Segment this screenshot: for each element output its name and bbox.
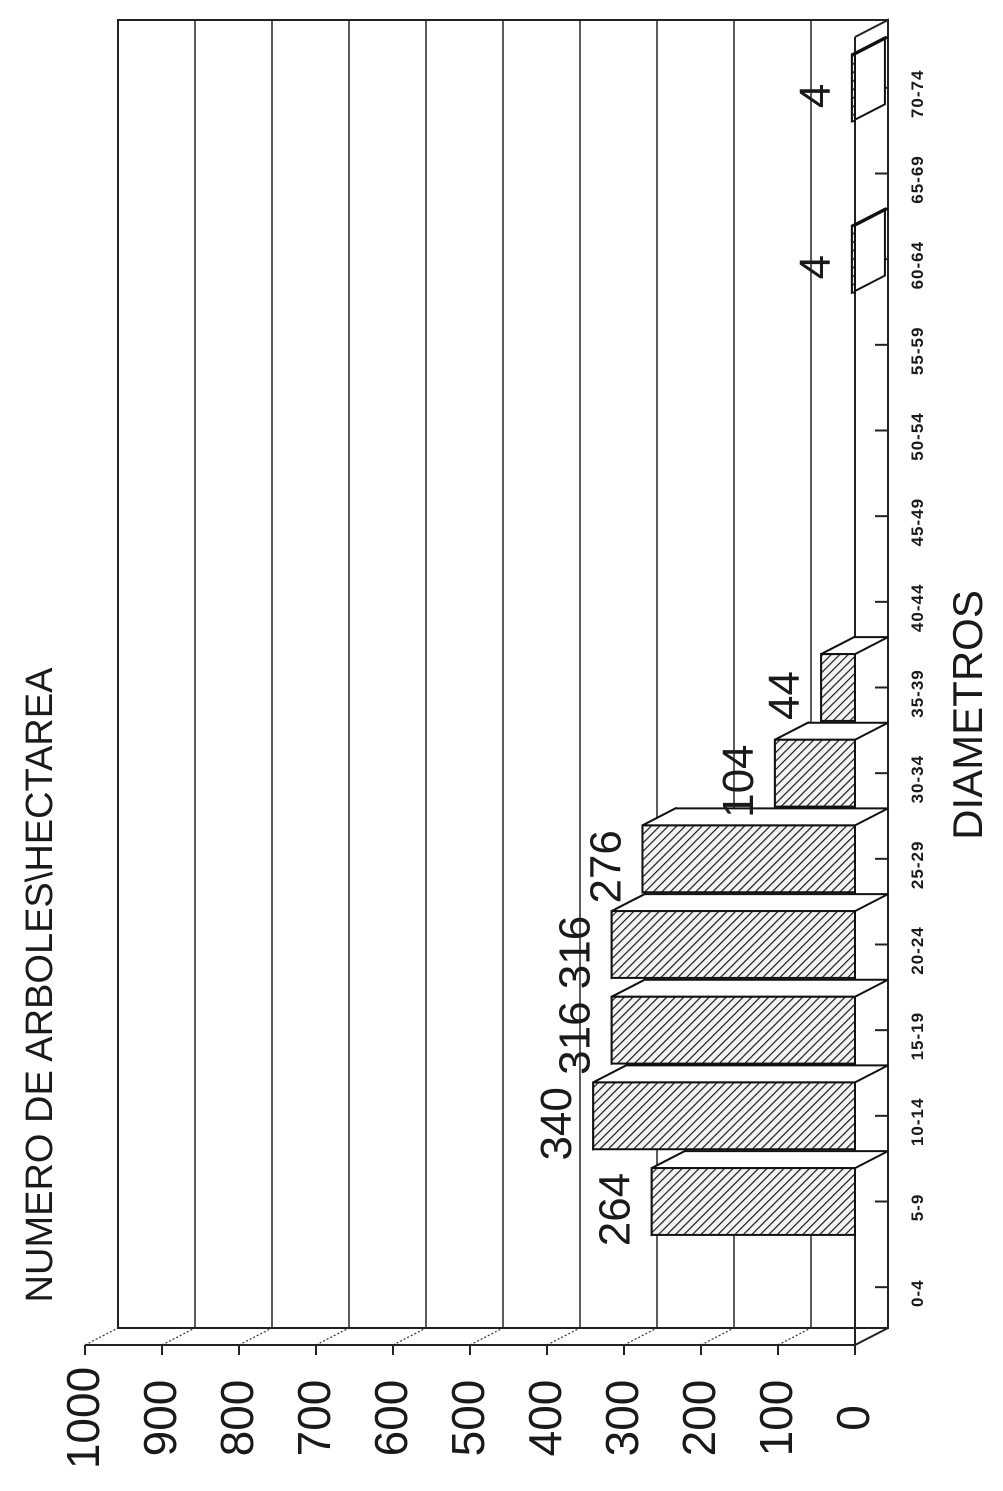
y-tick-label: 1000 xyxy=(57,1367,109,1469)
bar-side-face xyxy=(611,893,889,913)
x-axis-title: DIAMETROS xyxy=(944,590,991,840)
bar-side-face xyxy=(592,1064,889,1084)
x-tick-label: 35-39 xyxy=(908,669,927,717)
y-tick-label: 800 xyxy=(211,1380,263,1457)
data-label: 4 xyxy=(791,255,840,279)
bar xyxy=(610,995,856,1065)
gridline-depth xyxy=(623,1327,658,1346)
x-tick-label: 55-59 xyxy=(908,327,927,375)
bar xyxy=(850,53,856,123)
x-tick-label: 45-49 xyxy=(908,498,927,546)
x-tick-label: 70-74 xyxy=(908,70,927,118)
x-tick-label: 15-19 xyxy=(908,1012,927,1060)
bar-side-face xyxy=(820,636,889,656)
data-label: 4 xyxy=(791,84,840,108)
gridline-depth xyxy=(392,1327,427,1346)
data-label: 264 xyxy=(591,1173,640,1246)
data-label: 44 xyxy=(760,671,809,720)
x-tick-label: 60-64 xyxy=(908,241,927,289)
data-label: 104 xyxy=(714,744,763,817)
x-tick-label: 40-44 xyxy=(908,584,927,632)
x-tick-label: 0-4 xyxy=(908,1279,927,1307)
data-label: 276 xyxy=(581,830,630,903)
x-tick-label: 65-69 xyxy=(908,155,927,203)
gridline-depth xyxy=(546,1327,581,1346)
gridline-depth xyxy=(315,1327,350,1346)
y-tick-label: 500 xyxy=(442,1380,494,1457)
gridline-depth xyxy=(700,1327,735,1346)
x-tick-label: 30-34 xyxy=(908,755,927,803)
y-tick-label: 200 xyxy=(673,1380,725,1457)
bar xyxy=(773,738,856,808)
x-tick-label: 50-54 xyxy=(908,412,927,460)
data-label: 316 xyxy=(551,916,600,989)
y-tick-label: 300 xyxy=(596,1380,648,1457)
y-axis-title: NUMERO DE ARBOLES\HECTAREA xyxy=(19,667,61,1303)
x-tick-label: 25-29 xyxy=(908,841,927,889)
bar-end-face xyxy=(850,35,886,123)
bar xyxy=(820,653,856,722)
bar-side-face xyxy=(651,1150,889,1170)
labels: NUMERO DE ARBOLES\HECTAREA DIAMETROS 0 10… xyxy=(19,70,991,1470)
bar-side-face xyxy=(642,807,889,827)
x-tick-label: 10-14 xyxy=(908,1098,927,1146)
y-tick-label: 900 xyxy=(134,1380,186,1457)
y-tick-label: 700 xyxy=(288,1380,340,1457)
bar xyxy=(592,1081,856,1151)
data-label: 316 xyxy=(551,1001,600,1074)
gridline-depth xyxy=(777,1327,812,1346)
gridline-depth xyxy=(161,1327,196,1346)
bars xyxy=(592,35,889,1237)
bar xyxy=(610,910,856,979)
y-tick-label: 100 xyxy=(750,1380,802,1457)
gridline-depth xyxy=(469,1327,504,1346)
y-tick-label: 400 xyxy=(519,1380,571,1457)
gridline-depth xyxy=(84,1327,119,1346)
y-tick-label: 0 xyxy=(827,1405,879,1431)
bar xyxy=(650,1167,856,1236)
bar-side-face xyxy=(774,721,889,741)
x-tick-label: 20-24 xyxy=(908,926,927,974)
y-tick-label: 600 xyxy=(365,1380,417,1457)
floor xyxy=(854,18,889,1346)
bar-side-face xyxy=(611,978,889,998)
bar xyxy=(641,824,856,894)
x-tick-label: 5-9 xyxy=(908,1194,927,1222)
bar xyxy=(850,224,856,294)
gridline-depth xyxy=(238,1327,273,1346)
bar-end-face xyxy=(850,207,886,295)
data-label: 340 xyxy=(532,1087,581,1160)
